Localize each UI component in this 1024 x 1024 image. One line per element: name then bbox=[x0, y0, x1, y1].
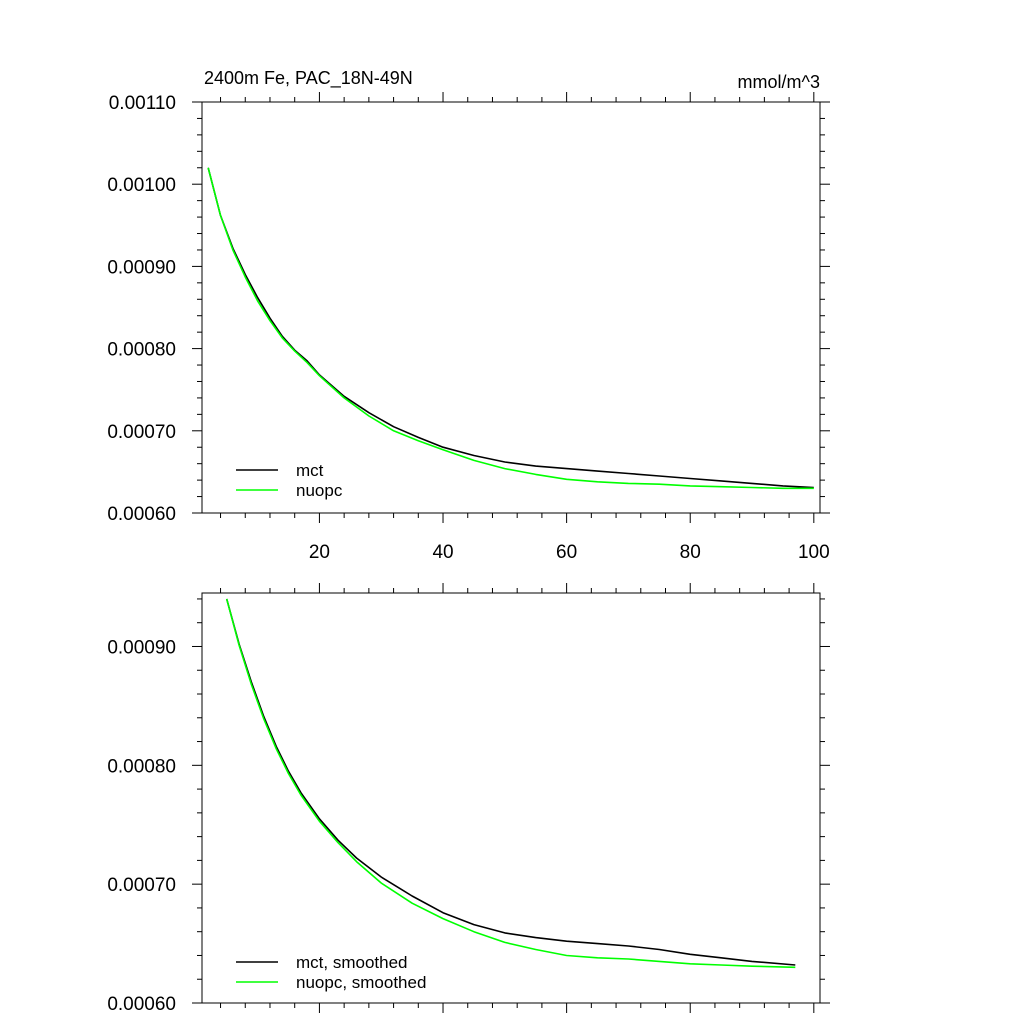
legend-label: mct, smoothed bbox=[296, 953, 408, 972]
legend-label: nuopc, smoothed bbox=[296, 973, 426, 992]
y-tick-label: 0.00110 bbox=[109, 93, 176, 114]
legend-label: nuopc bbox=[296, 481, 343, 500]
chart-title: 2400m Fe, PAC_18N-49N bbox=[204, 68, 413, 89]
y-tick-label: 0.00080 bbox=[107, 340, 176, 361]
y-tick-label: 0.00060 bbox=[107, 504, 176, 525]
x-tick-label: 20 bbox=[309, 542, 330, 563]
x-tick-label: 60 bbox=[556, 542, 577, 563]
bottom-panel: 0.00060 0.00070 0.00080 0.00090 mct, smoothe… bbox=[107, 583, 830, 1015]
y-tick-label: 0.00060 bbox=[107, 994, 176, 1015]
units-label: mmol/m^3 bbox=[738, 72, 820, 92]
y-tick-label: 0.00080 bbox=[107, 756, 176, 777]
series-line-0 bbox=[225, 598, 796, 966]
top-panel: 20 40 60 80 100 0.00060 0.00070 0.00080 0.00090 0… bbox=[107, 68, 830, 563]
legend-label: mct bbox=[296, 461, 324, 480]
series-line-0 bbox=[207, 167, 814, 489]
plot-frame bbox=[201, 101, 821, 514]
y-tick-label: 0.00070 bbox=[107, 422, 176, 443]
y-tick-label: 0.00070 bbox=[107, 875, 176, 896]
x-tick-label: 100 bbox=[798, 542, 830, 563]
series-line-1 bbox=[207, 167, 814, 490]
y-tick-label: 0.00090 bbox=[107, 637, 176, 658]
x-tick-label: 40 bbox=[432, 542, 453, 563]
y-tick-label: 0.00090 bbox=[107, 257, 176, 278]
y-tick-label: 0.00100 bbox=[107, 175, 176, 196]
x-tick-label: 80 bbox=[680, 542, 701, 563]
plot-frame bbox=[201, 592, 821, 1004]
series-line-1 bbox=[225, 598, 796, 969]
